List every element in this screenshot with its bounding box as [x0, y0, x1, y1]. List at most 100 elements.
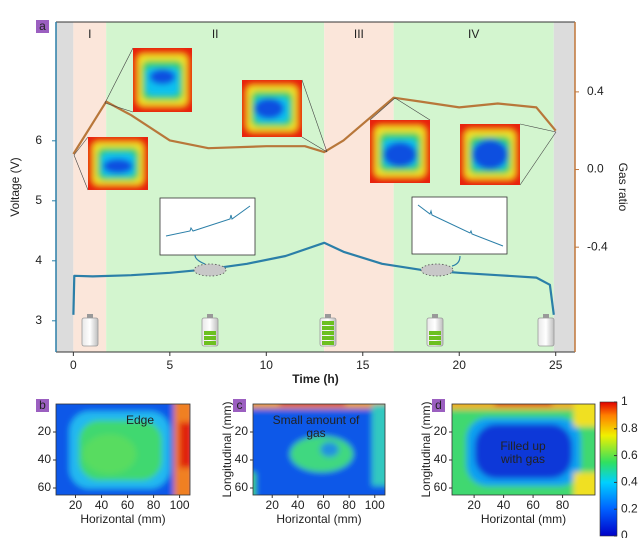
battery-level [322, 336, 334, 340]
zoom-region [420, 263, 454, 277]
x-tick-label: 40 [95, 498, 109, 512]
x-tick-label: 20 [266, 498, 280, 512]
phase-label: IV [468, 27, 479, 41]
heatmap-image [370, 120, 430, 183]
heat-blob [103, 158, 133, 174]
x-tick-label: 10 [260, 358, 274, 372]
x-tick-label: 100 [170, 498, 190, 512]
x-tick-label: 0 [70, 358, 77, 372]
x-tick-label: 60 [317, 498, 331, 512]
y-tick-label: 6 [35, 133, 42, 147]
y2-tick-label: 0.0 [587, 162, 604, 176]
connector [301, 79, 328, 153]
y-tick-label: 5 [35, 193, 42, 207]
annotation: Small amount of [273, 413, 360, 427]
phase-label: I [88, 27, 91, 41]
battery-cap [87, 314, 93, 318]
battery-cap [543, 314, 549, 318]
y-axis-label: Voltage (V) [8, 157, 22, 216]
heatmap-layers [242, 80, 302, 137]
battery-level [322, 321, 334, 325]
x-tick-label: 100 [365, 498, 385, 512]
x-tick-label: 80 [342, 498, 356, 512]
x-tick-label: 40 [291, 498, 305, 512]
annotation: Filled up [500, 439, 546, 453]
zoom-arrow [451, 255, 461, 267]
battery-cap [325, 314, 331, 318]
annotation: gas [306, 426, 325, 440]
colorbar-tick-label: 0.6 [621, 448, 638, 462]
zoom-inset [411, 196, 508, 255]
plot-frame [55, 403, 191, 496]
series-line [72, 241, 555, 315]
x-axis-label: Time (h) [292, 372, 338, 386]
battery-cap [432, 314, 438, 318]
battery-level [429, 336, 441, 340]
heat-region [253, 404, 385, 409]
x-tick-label: 5 [166, 358, 173, 372]
heatmap-image [88, 137, 148, 190]
connector [519, 123, 557, 133]
heatmap-image [242, 80, 302, 137]
heatmap-image [133, 48, 192, 112]
panel-tag [432, 399, 445, 412]
heatmap-layers [370, 120, 430, 183]
panel-label: d [435, 398, 442, 412]
battery-level [322, 331, 334, 335]
y-tick-label: 40 [235, 452, 249, 466]
phase-band [553, 22, 575, 352]
connector [369, 97, 396, 121]
heatmap-layers [56, 404, 190, 495]
phase-label: II [212, 27, 219, 41]
heat-region [371, 404, 385, 486]
connector [104, 102, 134, 113]
zoom-line [165, 205, 251, 237]
heatmap-layers [253, 404, 385, 495]
connector [519, 131, 557, 186]
x-axis-label: Horizontal (mm) [80, 512, 165, 526]
y-tick-label: 20 [434, 424, 448, 438]
y-tick-label: 3 [35, 313, 42, 327]
zoom-line [417, 204, 504, 247]
heat-region [279, 404, 346, 406]
heat-blob [82, 434, 137, 475]
battery-icon [537, 314, 555, 347]
panel-tag [36, 20, 49, 33]
panel-label: c [237, 398, 243, 412]
y-tick-label: 20 [235, 424, 249, 438]
x-tick-label: 60 [121, 498, 135, 512]
battery-level [429, 331, 441, 335]
colorbar-tick-label: 0 [621, 528, 628, 538]
y-tick-label: 60 [38, 480, 52, 494]
colorbar-tick-label: 0.4 [621, 475, 638, 489]
y2-axis-label: Gas ratio [616, 163, 630, 212]
x-tick-label: 20 [69, 498, 83, 512]
connector [73, 136, 89, 156]
y2-tick-label: 0.4 [587, 84, 604, 98]
heatmap-image [253, 404, 385, 495]
x-axis-label: Horizontal (mm) [276, 512, 361, 526]
x-tick-label: 60 [526, 498, 540, 512]
heat-region [494, 404, 553, 406]
heat-blob [383, 142, 417, 168]
zoom-arrow [194, 254, 206, 265]
x-tick-label: 20 [467, 498, 481, 512]
battery-level [204, 336, 216, 340]
heat-blob [254, 98, 284, 119]
x-tick-label: 15 [356, 358, 370, 372]
battery-body [537, 317, 555, 347]
colorbar-tick-label: 0.2 [621, 501, 638, 515]
heat-region [179, 422, 190, 468]
heat-region [573, 472, 595, 495]
battery-icon [426, 314, 444, 347]
connector [104, 47, 134, 104]
y-tick-label: 20 [38, 424, 52, 438]
x-tick-label: 80 [556, 498, 570, 512]
heatmap-layers [460, 124, 520, 185]
connector [394, 97, 431, 121]
colorbar-tick-label: 1 [621, 394, 628, 408]
heatmap-layers [452, 404, 595, 495]
heat-region [253, 472, 256, 495]
